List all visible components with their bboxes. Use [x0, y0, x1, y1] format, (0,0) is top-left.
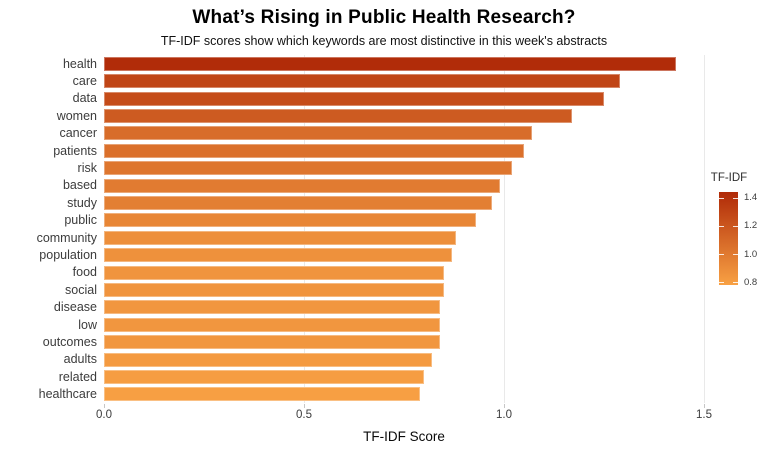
x-tick-label: 0.5 — [296, 409, 312, 421]
bar-public — [104, 213, 476, 228]
bar-care — [104, 74, 620, 89]
bar-outcomes — [104, 335, 440, 350]
bar-risk — [104, 161, 512, 176]
bar-food — [104, 265, 444, 280]
bar-disease — [104, 300, 440, 315]
y-axis-label: disease — [53, 300, 97, 315]
bar-data — [104, 91, 604, 106]
x-tick-label: 1.5 — [696, 409, 712, 421]
gridline-1.5 — [704, 55, 705, 403]
bar-cancer — [104, 126, 532, 141]
y-axis-labels: health care data women cancer patients risk bas… — [0, 55, 97, 403]
y-axis-label: food — [72, 265, 97, 280]
y-axis-label: health — [62, 56, 97, 71]
bar-health — [104, 56, 676, 71]
x-tick-mark — [704, 404, 705, 408]
y-axis-label: public — [64, 213, 97, 228]
bar-healthcare — [104, 387, 420, 402]
colorbar-tick-mark — [719, 254, 724, 255]
colorbar-tick-mark — [719, 197, 724, 199]
bar-adults — [104, 352, 432, 367]
y-axis-label: risk — [77, 161, 97, 176]
x-tick-label: 0.0 — [96, 409, 112, 421]
x-axis: 0.0 0.5 1.0 1.5 — [96, 403, 715, 427]
bar-study — [104, 195, 492, 210]
y-axis-label: community — [36, 230, 97, 245]
bar-patients — [104, 143, 524, 158]
y-axis-label: related — [58, 369, 97, 384]
bar-low — [104, 317, 440, 332]
chart-subtitle: TF-IDF scores show which keywords are mo… — [160, 34, 608, 48]
plot-area — [104, 55, 715, 403]
y-axis-label: cancer — [59, 126, 97, 141]
bar-population — [104, 248, 452, 263]
x-tick-mark — [304, 404, 305, 408]
y-axis-label: healthcare — [38, 387, 97, 402]
colorbar-legend: TF-IDF 1.4 1.2 1.0 0.8 — [705, 172, 768, 298]
x-tick-mark — [504, 404, 505, 408]
y-axis-label: low — [78, 317, 97, 332]
y-axis-label: care — [72, 74, 97, 89]
legend-colorbar — [719, 192, 738, 285]
legend-tick-label: 1.4 — [744, 192, 758, 204]
gridline-1.0 — [504, 55, 505, 403]
y-axis-label: population — [39, 248, 97, 263]
chart-title: What’s Rising in Public Health Research? — [192, 7, 576, 28]
legend-tick-label: 1.0 — [744, 248, 758, 260]
y-axis-label: data — [72, 91, 97, 106]
colorbar-tick-mark — [733, 197, 738, 199]
legend-tick-label: 1.2 — [744, 220, 758, 232]
y-axis-label: outcomes — [42, 335, 97, 350]
y-axis-label: patients — [53, 143, 97, 158]
colorbar-tick-mark — [733, 225, 738, 227]
bar-related — [104, 369, 424, 384]
y-axis-label: based — [62, 178, 97, 193]
colorbar-tick-mark — [719, 225, 724, 227]
x-axis-title: TF-IDF Score — [363, 429, 445, 444]
bar-based — [104, 178, 500, 193]
colorbar-tick-mark — [733, 282, 738, 284]
colorbar-tick-mark — [719, 282, 724, 284]
bar-community — [104, 230, 456, 245]
x-tick-mark — [104, 404, 105, 408]
gridline-0.5 — [304, 55, 305, 403]
y-axis-label: adults — [63, 352, 97, 367]
y-axis-label: study — [67, 195, 97, 210]
legend-title: TF-IDF — [710, 172, 748, 184]
y-axis-label: women — [56, 108, 97, 123]
x-tick-label: 1.0 — [496, 409, 512, 421]
y-axis-label: social — [65, 282, 97, 297]
legend-tick-label: 0.8 — [744, 276, 758, 288]
colorbar-tick-mark — [733, 254, 738, 255]
bar-women — [104, 108, 572, 123]
bar-social — [104, 282, 444, 297]
